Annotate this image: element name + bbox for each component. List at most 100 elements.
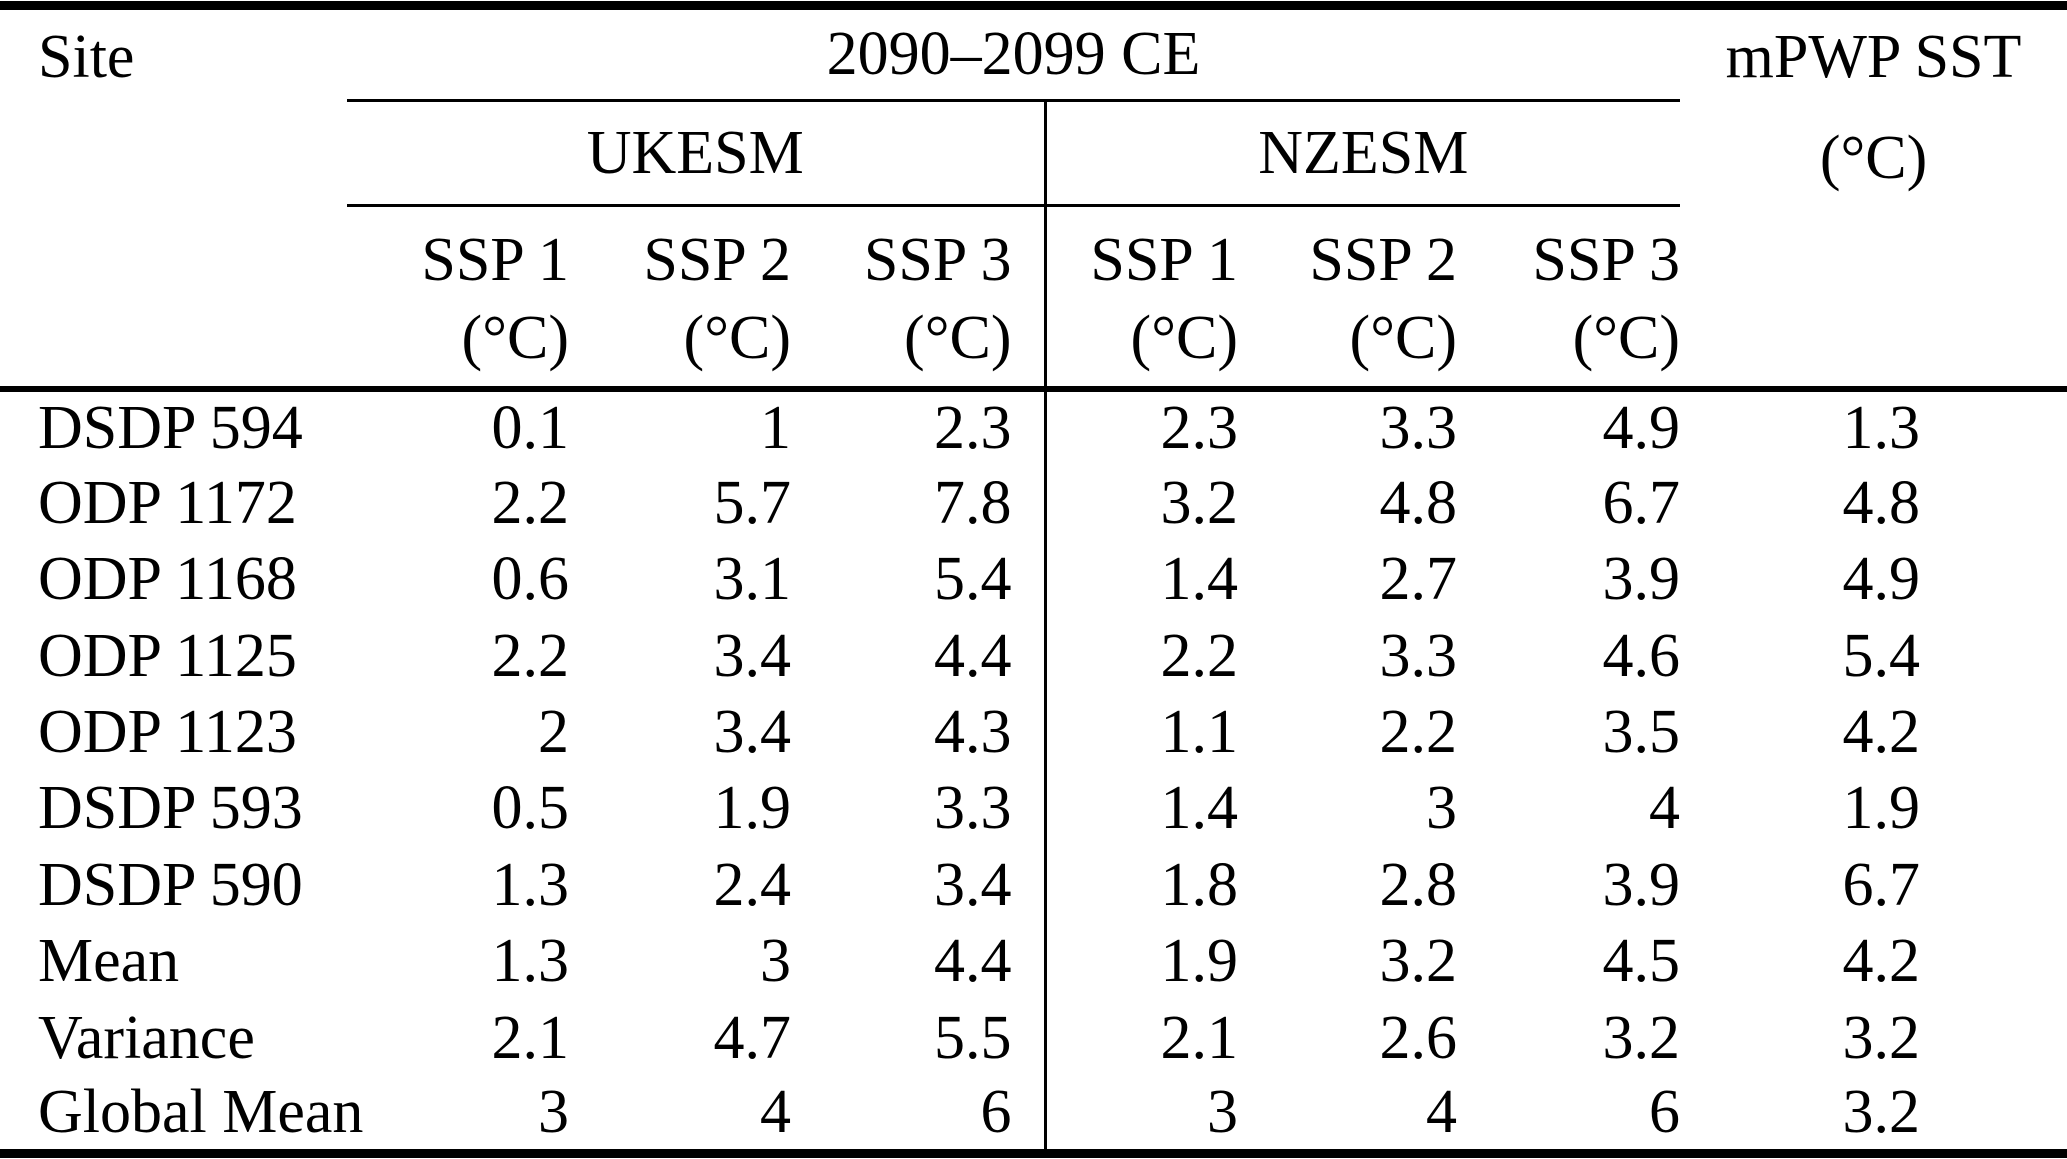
value-cell: 1.8 [1043, 847, 1238, 924]
value-cell: 3 [760, 927, 791, 996]
value-cell: 2.2 [1379, 697, 1458, 766]
value-cell: 2.3 [791, 385, 1045, 465]
value-cell: 3.4 [934, 850, 1012, 919]
value-cell: 4.9 [1457, 385, 1681, 465]
value-cell: 3.9 [1602, 850, 1681, 919]
value-cell: 3.2 [1842, 1078, 1921, 1147]
scenario-header-ukesm-ssp3: SSP 3 [863, 226, 1012, 295]
value-cell: 3.9 [1602, 545, 1681, 614]
site-cell: DSDP 590 [38, 850, 303, 919]
value-cell: 3.3 [1379, 621, 1458, 690]
table-row: DSDP 590 1.3 2.4 3.4 1.8 2.8 3.9 6.7 [0, 847, 2067, 924]
header-row-units: (°C) (°C) (°C) (°C) (°C) (°C) [0, 300, 2067, 389]
value-cell: 3 [538, 1078, 569, 1147]
value-cell: 1.3 [491, 927, 570, 996]
value-cell: 4.6 [1602, 621, 1681, 690]
unit-header-nzesm-ssp2: (°C) [1349, 303, 1457, 372]
value-cell: 4.4 [934, 621, 1012, 690]
value-cell: 4.2 [1842, 697, 1921, 766]
value-cell: 4.8 [1842, 468, 1921, 537]
site-column-header: Site [0, 6, 347, 389]
value-cell: 3.5 [1602, 697, 1681, 766]
table-row: ODP 1168 0.6 3.1 5.4 1.4 2.7 3.9 4.9 [0, 541, 2067, 618]
value-cell: 4.4 [934, 927, 1012, 996]
scenario-header-nzesm-ssp3: SSP 3 [1532, 226, 1681, 295]
value-cell: 1.3 [491, 850, 570, 919]
scenario-header-nzesm-ssp1: SSP 1 [1043, 205, 1238, 301]
model-header-ukesm: UKESM [347, 100, 1045, 207]
unit-header-ukesm-ssp3: (°C) [904, 303, 1012, 372]
value-cell: 5.4 [934, 545, 1012, 614]
value-cell: 6.7 [1602, 468, 1681, 537]
scenario-header-ukesm-ssp1: SSP 1 [421, 226, 569, 295]
value-cell: 3.3 [1238, 385, 1457, 465]
value-cell: 1 [569, 385, 791, 465]
value-cell: 2.2 [1043, 617, 1238, 695]
value-cell: 3.2 [1379, 927, 1458, 996]
value-cell: 2.3 [1043, 385, 1238, 465]
header-row-scenarios: SSP 1 SSP 2 SSP 3 SSP 1 SSP 2 SSP 3 [0, 205, 2067, 301]
value-cell: 2.7 [1379, 545, 1458, 614]
value-cell: 2.1 [491, 1003, 570, 1072]
value-cell: 3.2 [1602, 1003, 1681, 1072]
mpwp-sst-header-unit: (°C) [1819, 123, 1928, 192]
table-row: Variance 2.1 4.7 5.5 2.1 2.6 3.2 3.2 [0, 1000, 2067, 1077]
scenario-header-ukesm-ssp2: SSP 2 [643, 226, 791, 295]
value-cell: 4.3 [934, 697, 1012, 766]
table-row: Mean 1.3 3 4.4 1.9 3.2 4.5 4.2 [0, 923, 2067, 1000]
value-cell: 3.4 [713, 621, 792, 690]
scenario-header-nzesm-ssp2: SSP 2 [1309, 226, 1457, 295]
site-cell: ODP 1172 [38, 468, 297, 537]
value-cell: 3.1 [713, 545, 792, 614]
unit-header-ukesm-ssp1: (°C) [461, 303, 569, 372]
value-cell: 5.5 [934, 1003, 1012, 1072]
value-cell: 3 [1043, 1076, 1238, 1154]
value-cell: 6 [980, 1078, 1012, 1147]
mpwp-sst-header-label: mPWP SST [1725, 23, 2022, 91]
value-cell: 1.4 [1043, 770, 1238, 848]
site-cell: Mean [38, 927, 180, 996]
value-cell: 4 [1426, 1078, 1457, 1147]
unit-header-nzesm-ssp3: (°C) [1572, 303, 1681, 372]
site-cell: DSDP 593 [38, 774, 303, 843]
value-cell: 1.4 [1043, 541, 1238, 618]
value-cell: 2.2 [491, 468, 570, 537]
value-cell: 0.6 [491, 545, 570, 614]
mpwp-sst-header: mPWP SST (°C) [1680, 6, 2067, 389]
value-cell: 3.4 [713, 697, 792, 766]
value-cell: 1.9 [1842, 774, 1921, 843]
site-cell: ODP 1123 [38, 697, 297, 766]
value-cell: 4.7 [713, 1003, 792, 1072]
value-cell: 3.2 [1043, 464, 1238, 542]
value-cell: 6.7 [1842, 850, 1921, 919]
value-cell: 3.2 [1842, 1003, 1921, 1072]
value-cell: 2 [538, 697, 569, 766]
value-cell: 2.4 [713, 850, 792, 919]
value-cell: 5.4 [1842, 621, 1921, 690]
value-cell: 5.7 [713, 468, 792, 537]
site-cell: ODP 1125 [38, 621, 297, 690]
table-row: ODP 1123 2 3.4 4.3 1.1 2.2 3.5 4.2 [0, 694, 2067, 771]
value-cell: 1.3 [1680, 385, 2067, 465]
value-cell: 4.9 [1842, 545, 1921, 614]
value-cell: 4 [760, 1078, 791, 1147]
value-cell: 2.1 [1043, 1000, 1238, 1077]
table-row: ODP 1172 2.2 5.7 7.8 3.2 4.8 6.7 4.8 [0, 464, 2067, 542]
model-header-nzesm: NZESM [1043, 100, 1681, 207]
table-row: DSDP 594 0.1 1 2.3 2.3 3.3 4.9 1.3 [0, 385, 2067, 465]
site-cell: Variance [38, 1003, 255, 1072]
value-cell: 4.5 [1602, 927, 1681, 996]
value-cell: 4 [1649, 774, 1681, 843]
header-row-period: Site 2090–2099 CE mPWP SST (°C) [0, 5, 2067, 192]
table-row: Global Mean 3 4 6 3 4 6 3.2 [0, 1076, 2067, 1154]
value-cell: 3 [1426, 774, 1457, 843]
value-cell: 4.2 [1842, 927, 1921, 996]
value-cell: 1.9 [713, 774, 792, 843]
value-cell: 2.2 [491, 621, 570, 690]
value-cell: 0.1 [347, 385, 569, 465]
unit-header-ukesm-ssp2: (°C) [683, 303, 791, 372]
value-cell: 1.9 [1043, 923, 1238, 1000]
value-cell: 0.5 [491, 774, 570, 843]
unit-header-nzesm-ssp1: (°C) [1043, 300, 1238, 389]
